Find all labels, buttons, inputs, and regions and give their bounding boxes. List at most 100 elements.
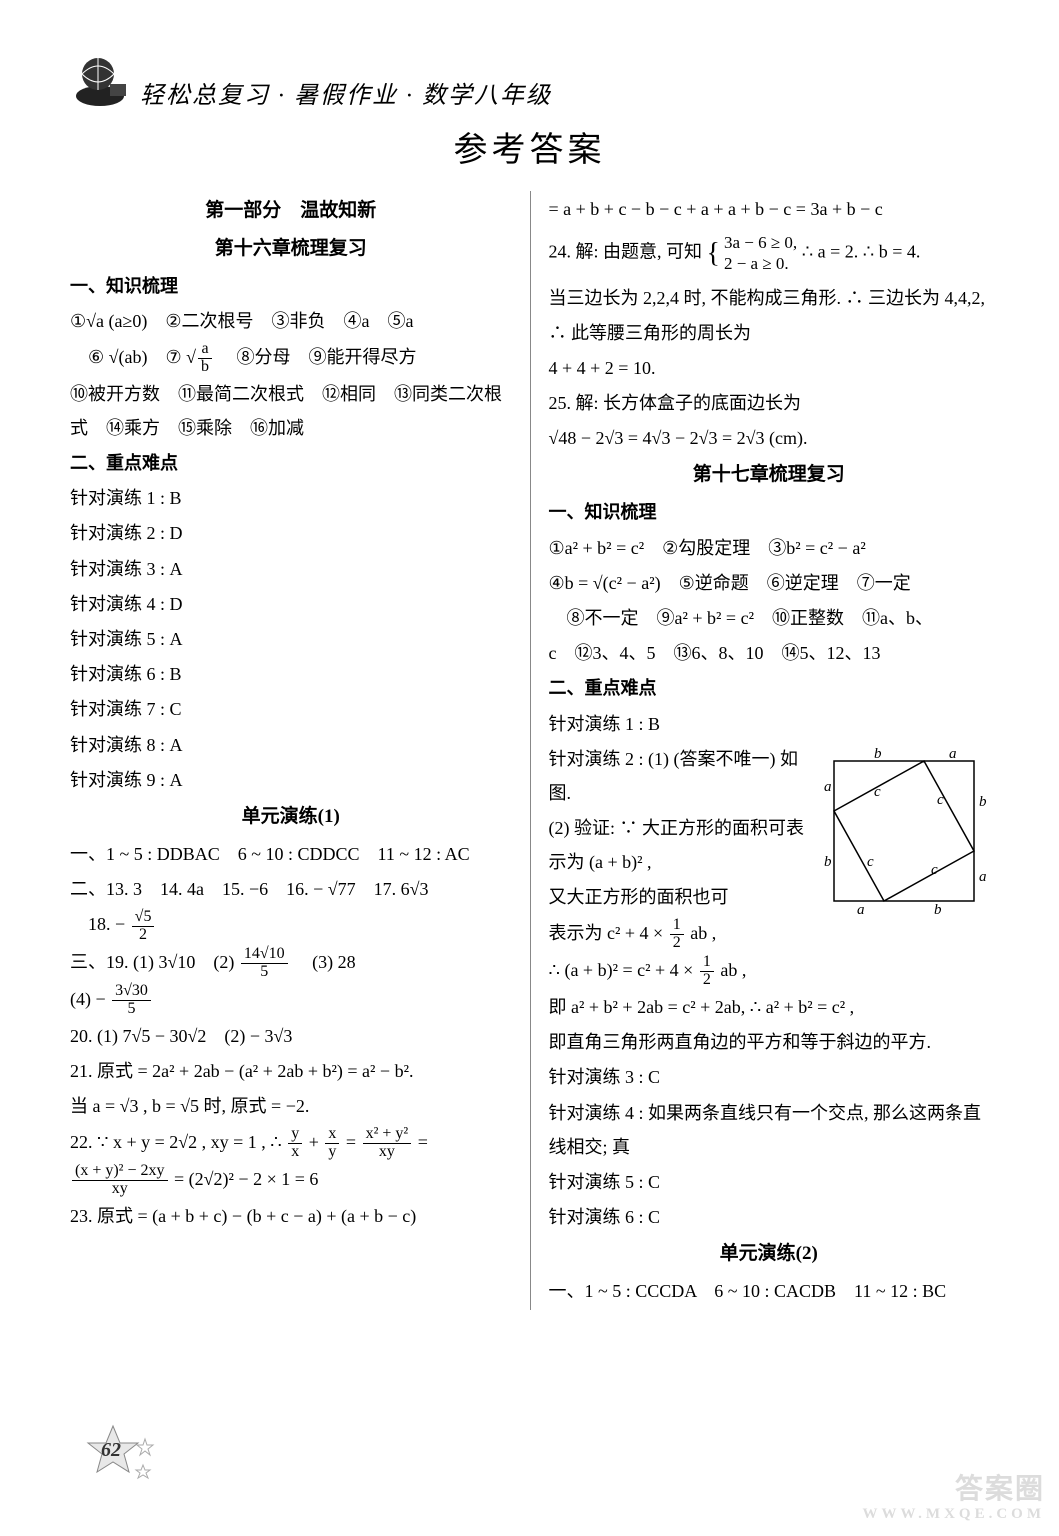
frac-x2y2-xy: x² + y²xy (363, 1126, 412, 1161)
r-s1-l4: c ⑫3、4、5 ⑬6、8、10 ⑭5、12、13 (549, 636, 990, 670)
drill-7: 针对演练 7 : C (70, 692, 512, 726)
r-line1: = a + b + c − b − c + a + a + b − c = 3a… (549, 192, 990, 226)
u1-l4-a: 三、19. (1) 3√10 (2) (70, 952, 234, 972)
u1-l3-a: 18. − (70, 914, 125, 934)
r-drill1: 针对演练 1 : B (549, 707, 990, 741)
r-drill4: 针对演练 4 : 如果两条直线只有一个交点, 那么这两条直线相交; 真 (549, 1096, 990, 1164)
chapter16-title: 第十六章梳理复习 (70, 231, 512, 267)
u1-l9-a: 22. ∵ x + y = 2√2 , xy = 1 , ∴ (70, 1132, 286, 1152)
r-d2d-b: ab , (690, 923, 716, 943)
svg-text:c: c (874, 784, 881, 800)
u2-line1: 一、1 ~ 5 : CCCDA 6 ~ 10 : CACDB 11 ~ 12 :… (549, 1274, 990, 1308)
drill-1: 针对演练 1 : B (70, 481, 512, 515)
r-line4: 4 + 4 + 2 = 10. (549, 351, 990, 385)
drill-8: 针对演练 8 : A (70, 728, 512, 762)
frac-14sqrt10-5: 14√105 (241, 946, 288, 981)
r-sec2-title: 二、重点难点 (549, 671, 990, 705)
r-line6: √48 − 2√3 = 4√3 − 2√3 = 2√3 (cm). (549, 421, 990, 455)
r-line5: 25. 解: 长方体盒子的底面边长为 (549, 386, 990, 420)
r-drill2e: ∴ (a + b)² = c² + 4 × 12 ab , (549, 953, 990, 989)
r-drill6: 针对演练 6 : C (549, 1200, 990, 1234)
watermark: 答案圈 WWW.MXQE.COM (863, 1475, 1045, 1522)
knowledge-line-1: ①√a (a≥0) ②二次根号 ③非负 ④a ⑤a (70, 304, 512, 338)
r-drill2f: 即 a² + b² + 2ab = c² + 2ab, ∴ a² + b² = … (549, 990, 990, 1024)
r-d2d-a: 表示为 c² + 4 × (549, 923, 668, 943)
unit2-title: 单元演练(2) (549, 1236, 990, 1272)
brace-icon: { (707, 238, 720, 269)
u1-l9-b: + (309, 1132, 324, 1152)
star-icon: 62 (85, 1421, 165, 1491)
u1-line8: 当 a = √3 , b = √5 时, 原式 = −2. (70, 1089, 512, 1123)
drill-6: 针对演练 6 : B (70, 657, 512, 691)
frac-x-y: xy (325, 1126, 339, 1161)
svg-text:b: b (934, 902, 942, 916)
r-s1-l3: ⑧不一定 ⑨a² + b² = c² ⑩正整数 ⑪a、b、 (549, 601, 990, 635)
u1-line3: 18. − √52 (70, 907, 512, 943)
r-line3: 当三边长为 2,2,4 时, 不能构成三角形. ∴ 三边长为 4,4,2, ∴ … (549, 281, 990, 349)
u1-l9-d: = (418, 1132, 428, 1152)
svg-text:a: a (979, 869, 987, 885)
svg-text:b: b (874, 746, 882, 762)
case1: 3a − 6 ≥ 0, (724, 233, 797, 253)
u1-line4: 三、19. (1) 3√10 (2) 14√105 (3) 28 (70, 945, 512, 981)
r-d2e-a: ∴ (a + b)² = c² + 4 × (549, 960, 698, 980)
chapter17-title: 第十七章梳理复习 (549, 457, 990, 493)
r-drill3: 针对演练 3 : C (549, 1060, 990, 1094)
page-number-text: 62 (101, 1439, 121, 1461)
frac-3sqrt30-5: 3√305 (112, 983, 151, 1018)
drill-2: 针对演练 2 : D (70, 516, 512, 550)
r-s1-l1: ①a² + b² = c² ②勾股定理 ③b² = c² − a² (549, 531, 990, 565)
u1-l9-c: = (346, 1132, 361, 1152)
book-logo-icon (70, 50, 130, 110)
unit1-title: 单元演练(1) (70, 799, 512, 835)
svg-text:a: a (949, 746, 957, 762)
drill-4: 针对演练 4 : D (70, 587, 512, 621)
sqrt-frac-icon: √ (186, 347, 196, 367)
pythagoras-square-icon: b a a b b a a b c c c c (819, 746, 989, 916)
drill-9: 针对演练 9 : A (70, 763, 512, 797)
part-title: 第一部分 温故知新 (70, 193, 512, 229)
u1-line5: (4) − 3√305 (70, 982, 512, 1018)
u1-line10: (x + y)² − 2xyxy = (2√2)² − 2 × 1 = 6 (70, 1162, 512, 1198)
svg-text:c: c (867, 854, 874, 870)
u1-line9: 22. ∵ x + y = 2√2 , xy = 1 , ∴ yx + xy =… (70, 1125, 512, 1161)
content-columns: 第一部分 温故知新 第十六章梳理复习 一、知识梳理 ①√a (a≥0) ②二次根… (70, 191, 989, 1310)
r-l2-a: 24. 解: 由题意, 可知 (549, 242, 703, 262)
u1-l10-b: = (2√2)² − 2 × 1 = 6 (174, 1169, 318, 1189)
r-drill2g: 即直角三角形两直角边的平方和等于斜边的平方. (549, 1025, 990, 1059)
frac-1-2-b: 12 (700, 954, 714, 989)
frac-y-x: yx (288, 1126, 302, 1161)
r-line2: 24. 解: 由题意, 可知 { 3a − 6 ≥ 0, 2 − a ≥ 0. … (549, 227, 990, 280)
section1-title: 一、知识梳理 (70, 269, 512, 303)
svg-text:a: a (824, 779, 832, 795)
u1-line7: 21. 原式 = 2a² + 2ab − (a² + 2ab + b²) = a… (70, 1054, 512, 1088)
r-d2e-b: ab , (720, 960, 746, 980)
u1-line2: 二、13. 3 14. 4a 15. −6 16. − √77 17. 6√3 (70, 872, 512, 906)
svg-text:b: b (979, 794, 987, 810)
frac-1-2-a: 12 (670, 917, 684, 952)
watermark-line2: WWW.MXQE.COM (863, 1506, 1045, 1523)
case2: 2 − a ≥ 0. (724, 254, 797, 274)
frac-xy2-xy: (x + y)² − 2xyxy (72, 1163, 168, 1198)
svg-text:a: a (857, 902, 865, 916)
svg-text:c: c (931, 862, 938, 878)
left-column: 第一部分 温故知新 第十六章梳理复习 一、知识梳理 ①√a (a≥0) ②二次根… (70, 191, 530, 1310)
r-sec1-title: 一、知识梳理 (549, 495, 990, 529)
u1-line6: 20. (1) 7√5 − 30√2 (2) − 3√3 (70, 1019, 512, 1053)
kl2-a: ⑥ √(ab) ⑦ (88, 347, 182, 367)
page-header: 轻松总复习 · 暑假作业 · 数学八年级 (70, 50, 989, 110)
u1-l5-a: (4) − (70, 989, 106, 1009)
r-s1-l2: ④b = √(c² − a²) ⑤逆命题 ⑥逆定理 ⑦一定 (549, 566, 990, 600)
svg-text:c: c (937, 792, 944, 808)
r-l2-b: ∴ a = 2. ∴ b = 4. (802, 242, 921, 262)
knowledge-line-2: ⑥ √(ab) ⑦ √ab ⑧分母 ⑨能开得尽方 (70, 340, 512, 376)
svg-text:b: b (824, 854, 832, 870)
frac-a-b: ab (198, 341, 212, 376)
right-column: = a + b + c − b − c + a + a + b − c = 3a… (530, 191, 990, 1310)
u1-line11: 23. 原式 = (a + b + c) − (b + c − a) + (a … (70, 1199, 512, 1233)
drill-3: 针对演练 3 : A (70, 552, 512, 586)
section2-title: 二、重点难点 (70, 446, 512, 480)
watermark-line1: 答案圈 (955, 1474, 1045, 1505)
kl2-b: ⑧分母 ⑨能开得尽方 (219, 347, 417, 367)
u1-l4-b: (3) 28 (294, 952, 356, 972)
